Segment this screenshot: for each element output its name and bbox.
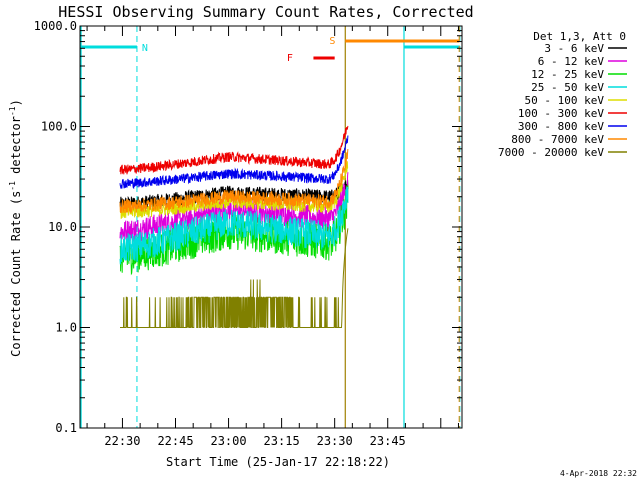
timestamp: 4-Apr-2018 22:32 [560,469,637,478]
flag-label-n: N [142,43,148,54]
x-axis-label: Start Time (25-Jan-17 22:18:22) [166,455,390,469]
series-6-line [119,135,349,189]
y-tick-label: 100.0 [41,120,77,134]
y-label-mid: detector [9,116,23,181]
flag-label-s: S [329,36,335,47]
series-3-line [119,186,349,265]
legend-entry-label: 300 - 800 keV [518,120,604,133]
y-axis-label: Corrected Count Rate (s-1 detector-1) [8,99,23,357]
legend-entry-label: 12 - 25 keV [531,68,604,81]
legend-title: Det 1,3, Att 0 [533,30,626,43]
x-tick-label: 22:30 [104,434,140,448]
y-label-end: ) [9,99,23,106]
x-tick-label: 22:45 [157,434,193,448]
legend-entry-label: 100 - 300 keV [518,107,604,120]
y-tick-label: 0.1 [55,421,77,435]
series-5-line [119,125,349,175]
legend-entry-label: 7000 - 20000 keV [498,146,604,159]
x-tick-label: 23:30 [317,434,353,448]
legend-entry-label: 6 - 12 keV [538,55,605,68]
flag-label-f: F [287,53,293,64]
y-label-base: Corrected Count Rate (s [9,191,23,357]
series-8-line [120,228,349,328]
legend-entry-label: 800 - 7000 keV [511,133,604,146]
y-tick-label: 10.0 [48,220,77,234]
x-tick-label: 23:45 [370,434,406,448]
legend-entry-label: 25 - 50 keV [531,81,604,94]
plot-area: N F S 0.1 1.0 10.0 100.0 1000.0 22:30 22:45 23:00 2… [34,19,463,448]
y-label-sup-1: -1 [8,181,17,191]
y-tick-label: 1000.0 [34,19,77,33]
series-7-line [119,148,349,214]
y-tick-label: 1.0 [55,321,77,335]
legend-entry-label: 50 - 100 keV [525,94,605,107]
legend-entry-label: 3 - 6 keV [544,42,604,55]
x-tick-label: 23:15 [264,434,300,448]
chart-title: HESSI Observing Summary Count Rates, Cor… [58,3,473,21]
x-tick-label: 23:00 [210,434,246,448]
svg-text:Corrected Count Rate (s-1 dete: Corrected Count Rate (s-1 detector-1) [8,99,23,357]
y-label-sup-2: -1 [8,106,17,116]
